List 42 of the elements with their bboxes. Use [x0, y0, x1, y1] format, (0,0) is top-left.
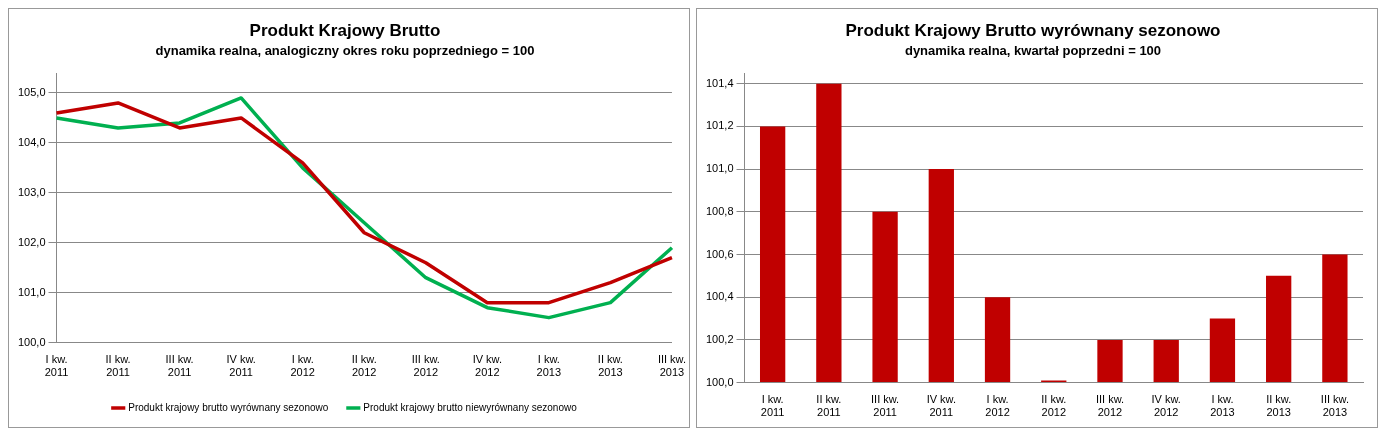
y-tick-label: 100,2	[706, 332, 734, 345]
x-tick-label: III kw. 2013	[657, 353, 686, 379]
legend-label: Produkt krajowy brutto niewyrównany sezonowo	[363, 401, 578, 413]
legend-label: Produkt krajowy brutto wyrównany sezonowo	[128, 401, 329, 413]
x-tick-label: I kw. 2012	[290, 353, 315, 379]
x-tick-label: II kw. 2013	[597, 353, 623, 379]
y-tick-label: 101,2	[706, 119, 734, 132]
x-tick-label: III kw. 2011	[165, 353, 194, 379]
chart-subtitle: dynamika realna, kwartał poprzedni = 100	[904, 42, 1162, 58]
y-tick-label: 101,0	[706, 162, 734, 175]
y-tick-label: 103,0	[18, 185, 46, 198]
y-tick-label: 105,0	[18, 86, 46, 98]
x-tick-label: I kw. 2013	[1210, 393, 1235, 419]
x-tick-label: II kw. 2012	[351, 353, 377, 379]
y-tick-label: 101,0	[18, 285, 46, 298]
x-tick-label: IV kw. 2012	[472, 353, 502, 379]
chart-subtitle: dynamika realna, analogiczny okres roku poprzedniego = 100	[155, 42, 535, 58]
chart-title: Produkt Krajowy Brutto wyrównany sezonowo	[845, 20, 1221, 40]
x-tick-label: I kw. 2012	[985, 393, 1010, 419]
x-tick-label: II kw. 2012	[1041, 393, 1067, 419]
y-tick-label: 100,0	[706, 375, 734, 388]
x-tick-label: I kw. 2011	[760, 393, 785, 419]
y-tick-label: 100,0	[18, 335, 46, 348]
x-tick-label: I kw. 2013	[536, 353, 562, 379]
x-tick-label: II kw. 2011	[105, 353, 131, 379]
y-tick-label: 104,0	[18, 135, 46, 148]
x-tick-label: IV kw. 2011	[226, 353, 256, 379]
x-tick-label: III kw. 2012	[411, 353, 440, 379]
x-tick-label: I kw. 2011	[44, 353, 69, 379]
y-tick-label: 100,4	[706, 290, 734, 303]
x-tick-label: II kw. 2011	[816, 393, 842, 419]
y-tick-label: 102,0	[18, 235, 46, 248]
y-tick-label: 100,6	[706, 247, 734, 260]
x-tick-label: IV kw. 2011	[926, 393, 956, 419]
x-tick-label: III kw. 2013	[1320, 393, 1349, 419]
chart-title: Produkt Krajowy Brutto	[249, 20, 441, 40]
x-tick-label: II kw. 2013	[1266, 393, 1292, 419]
y-tick-label: 101,4	[706, 76, 734, 89]
x-tick-label: III kw. 2011	[871, 393, 900, 419]
x-tick-label: IV kw. 2012	[1151, 393, 1181, 419]
y-tick-label: 100,8	[706, 204, 734, 217]
x-tick-label: III kw. 2012	[1095, 393, 1125, 419]
